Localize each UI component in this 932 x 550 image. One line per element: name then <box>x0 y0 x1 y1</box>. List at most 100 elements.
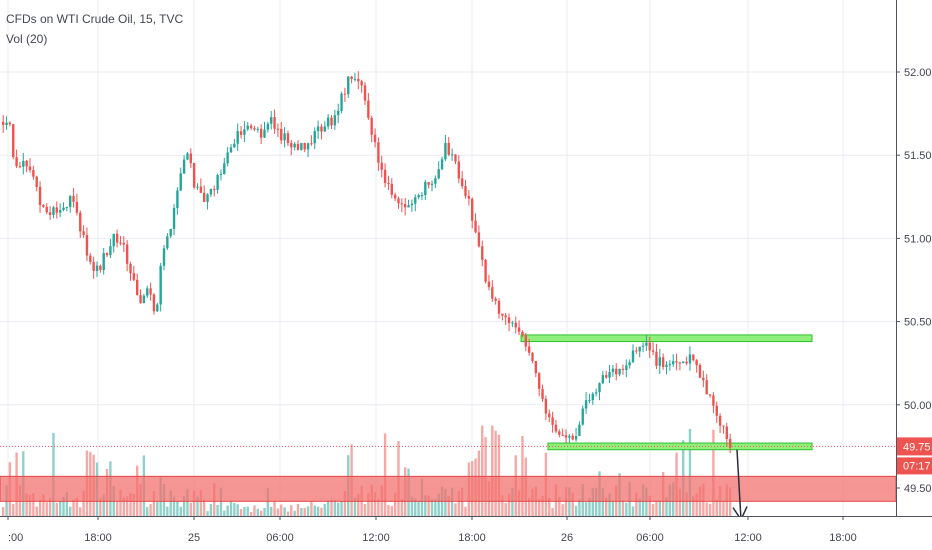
candle-body <box>695 360 698 366</box>
volume-bar <box>601 488 605 516</box>
volume-bar <box>584 502 588 516</box>
candle-body <box>581 408 584 425</box>
volume-bar <box>122 497 125 516</box>
candle-body <box>544 398 548 414</box>
resistance-zone[interactable] <box>0 475 897 502</box>
candle-body <box>584 400 588 409</box>
candle-body <box>42 204 45 207</box>
volume-bar <box>491 425 494 516</box>
candle-body <box>638 346 641 352</box>
volume-bar <box>497 434 501 516</box>
series-title[interactable]: CFDs on WTI Crude Oil, 15, TVC <box>6 12 184 26</box>
candle-body <box>718 415 722 426</box>
candle-body <box>641 345 645 347</box>
candle-body <box>246 125 249 130</box>
indicator-label[interactable]: Vol (20) <box>6 32 48 46</box>
volume-bar <box>286 511 290 516</box>
volume-bar <box>605 497 608 516</box>
candle-body <box>675 361 678 363</box>
candle-body <box>300 143 303 150</box>
candle-body <box>48 212 52 215</box>
volume-bar <box>658 500 661 516</box>
candle-body <box>310 143 313 145</box>
volume-bar <box>52 432 55 516</box>
volume-bar <box>32 493 35 516</box>
volume-bar <box>504 502 507 516</box>
support-zone[interactable] <box>547 442 813 451</box>
candle-body <box>728 438 732 448</box>
candle-body <box>497 300 501 314</box>
candle-body <box>166 236 169 249</box>
candle-body <box>69 195 72 207</box>
candle-body <box>367 100 370 118</box>
volume-bar <box>186 489 189 516</box>
candle-body <box>521 331 524 336</box>
candle-body <box>568 435 571 438</box>
volume-bar <box>102 494 105 516</box>
candle-body <box>661 357 665 367</box>
candle-body <box>450 154 454 156</box>
countdown-tag: 07:17 <box>903 460 931 472</box>
volume-bar <box>72 499 75 516</box>
candle-body <box>18 166 22 168</box>
y-tick-label: 50.50 <box>904 317 932 329</box>
candle-body <box>464 186 467 196</box>
volume-bar <box>722 500 725 516</box>
volume-bar <box>166 506 169 516</box>
volume-bar <box>209 504 213 516</box>
candle-body <box>216 175 219 190</box>
candle-body <box>457 161 460 179</box>
candle-body <box>92 261 95 271</box>
volume-bar <box>712 429 715 516</box>
volume-bar <box>330 499 333 516</box>
volume-bar <box>538 498 541 516</box>
candle-body <box>306 143 310 150</box>
volume-bar <box>176 501 179 516</box>
candle-body <box>337 110 340 116</box>
candle-body <box>397 198 400 204</box>
volume-bar <box>437 493 440 516</box>
candle-body <box>280 128 283 141</box>
candle-body <box>203 192 206 202</box>
volume-bar <box>38 499 42 516</box>
candle-body <box>621 368 625 370</box>
volume-bar <box>578 499 581 516</box>
candle-body <box>527 346 531 353</box>
volume-bar <box>424 495 427 516</box>
last-price-tag-bg <box>897 437 932 456</box>
candle-body <box>608 371 611 378</box>
candle-body <box>517 327 521 332</box>
volume-bar <box>457 490 460 516</box>
volume-bar <box>296 503 300 516</box>
candle-body <box>625 365 628 370</box>
volume-bar <box>450 487 454 516</box>
candle-body <box>206 194 209 202</box>
candle-body <box>79 212 82 232</box>
candle-body <box>256 128 259 130</box>
candle-body <box>618 368 621 375</box>
candle-body <box>5 122 8 125</box>
candle-body <box>89 255 92 262</box>
candle-body <box>434 178 437 184</box>
volume-bar <box>219 487 223 516</box>
volume-bar <box>129 492 132 516</box>
volume-bar <box>608 493 611 516</box>
x-tick-label: 12:00 <box>734 532 762 544</box>
candle-body <box>270 117 273 124</box>
candle-body <box>635 350 638 352</box>
volume-bar <box>460 487 464 516</box>
candle-body <box>692 354 695 361</box>
candle-body <box>591 393 594 401</box>
zone-annotations[interactable] <box>0 334 897 502</box>
candle-body <box>156 304 159 312</box>
candle-body <box>266 123 270 130</box>
volume-bars <box>2 425 732 516</box>
volume-bar <box>172 496 176 516</box>
support-zone[interactable] <box>520 334 813 343</box>
candle-body <box>655 351 658 366</box>
candle-body <box>380 162 383 170</box>
volume-bar <box>447 496 450 516</box>
candle-body <box>259 128 263 138</box>
volume-bar <box>45 502 48 516</box>
